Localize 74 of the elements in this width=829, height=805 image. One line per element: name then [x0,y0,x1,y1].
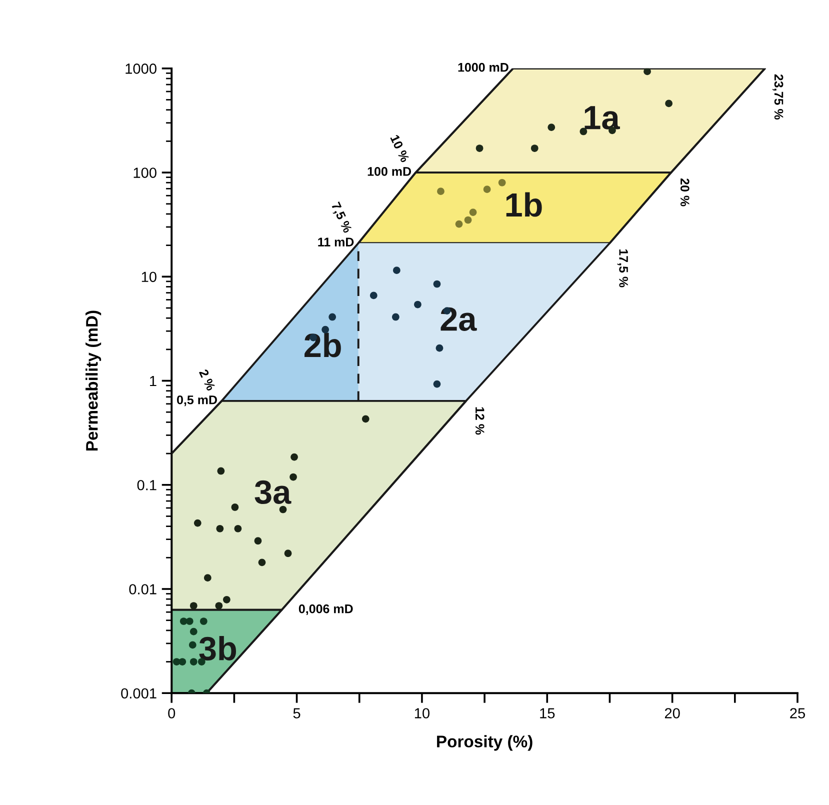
y-tick-label: 0.1 [137,480,156,490]
series-label: 3a [254,480,292,504]
point [254,537,262,545]
point [178,658,186,666]
y-tick-label: 1000 [126,64,156,74]
point [483,186,491,193]
point [530,144,538,152]
annotation: 20 % [680,178,690,206]
point [580,128,588,136]
annotation: 7,5 % [330,202,352,234]
series-label: 2b [304,332,341,358]
x-tick-label: 25 [790,708,805,718]
annotation: 12 % [475,407,484,435]
annotation: 100 mD [368,167,412,176]
point [644,68,651,76]
point [217,467,225,475]
annotation: 0,5 mD [177,395,217,406]
point [476,144,484,152]
point [188,641,196,649]
point [200,618,208,625]
point [433,380,441,388]
point [464,216,472,224]
y-tick-label: 0.01 [129,584,156,594]
point [328,313,336,321]
point [362,415,370,423]
y-axis-title: Permeability (mD) [86,310,102,450]
annotation: 2 % [198,368,216,392]
point [190,658,198,666]
point [370,292,378,300]
x-axis-title: Porosity (%) [437,735,532,751]
y-tick-label: 10 [142,272,156,282]
point [194,519,202,527]
x-tick-label: 0 [168,708,176,718]
x-tick-label: 15 [540,708,555,718]
point [216,524,224,532]
point [433,280,441,288]
point [258,558,266,566]
point [284,550,292,558]
x-tick-label: 10 [414,708,430,718]
annotation: 0,006 mD [298,604,353,616]
point [290,473,297,481]
x-tick-label: 5 [293,708,300,718]
point [469,208,477,216]
point [234,524,242,532]
point [437,188,444,195]
point [231,504,239,511]
series-label: 3b [199,636,236,660]
point [190,602,198,610]
point [190,628,198,636]
annotation: 1000 mD [458,62,508,72]
point [223,596,230,604]
annotation: 23,75 % [772,74,784,120]
point [279,506,287,514]
point [290,453,298,461]
annotation: 10 % [390,134,410,163]
annotation: 17,5 % [617,249,628,288]
series-label: 1b [506,192,542,217]
point [393,266,400,274]
point [414,300,422,308]
point [665,100,672,108]
point [204,574,212,582]
y-tick-label: 100 [134,168,156,178]
y-tick-label: 0.001 [121,688,156,699]
point [455,220,463,228]
point [498,178,506,186]
point [186,618,194,625]
annotation: 11 mD [318,238,354,246]
series-label: 1a [584,106,620,130]
point [215,602,223,610]
point [392,313,400,321]
x-tick-label: 20 [664,708,680,718]
point [436,344,444,352]
y-tick-label: 1 [150,376,156,386]
point [548,124,556,131]
